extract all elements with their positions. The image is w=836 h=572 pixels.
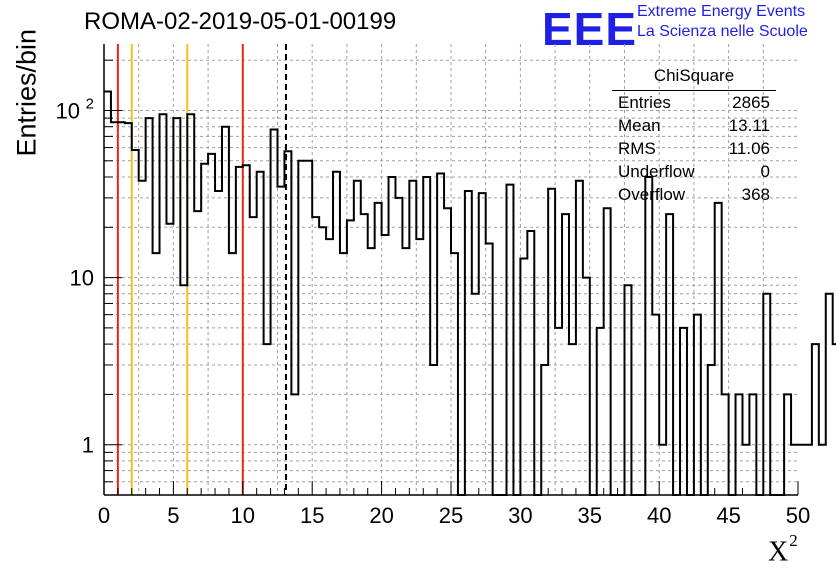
grid-lines	[104, 44, 798, 495]
y-tick-label-sup: 2	[86, 95, 94, 112]
x-tick-label: 15	[300, 503, 324, 528]
x-tick-label: 30	[508, 503, 532, 528]
stats-label: Underflow	[618, 162, 695, 181]
x-tick-label: 35	[578, 503, 602, 528]
x-axis-label-base: X	[768, 536, 789, 568]
axes	[103, 44, 799, 496]
tick-labels: 0 5 10 15 20 25 30 35 40 45 50 1 10 10 2	[56, 95, 811, 528]
stats-label: RMS	[618, 139, 656, 158]
stats-label: Overflow	[618, 185, 686, 204]
stats-label: Entries	[618, 93, 671, 112]
logo-line-2: La Scienza nelle Scuole	[637, 23, 808, 40]
x-tick-label: 0	[98, 503, 110, 528]
y-tick-label: 1	[82, 433, 94, 458]
y-tick-label: 10	[70, 266, 94, 291]
stats-value: 13.11	[728, 116, 770, 135]
x-axis-label: X2	[768, 531, 798, 568]
x-tick-label: 50	[786, 503, 810, 528]
x-tick-label: 5	[167, 503, 179, 528]
stats-value: 2865	[732, 93, 770, 112]
stats-value: 368	[741, 185, 770, 204]
histogram-bins	[104, 90, 836, 496]
stats-row: Overflow 368	[612, 183, 778, 206]
eee-logo: EEE	[542, 3, 638, 55]
stats-value: 11.06	[728, 139, 770, 158]
stats-value: 0	[760, 162, 770, 181]
x-tick-label: 25	[439, 503, 463, 528]
stats-row: Mean 13.11	[612, 114, 778, 137]
chart-title: ROMA-02-2019-05-01-00199	[84, 8, 397, 35]
x-tick-label: 45	[716, 503, 740, 528]
histogram-outline	[104, 90, 836, 496]
stats-label: Mean	[618, 116, 661, 135]
reference-lines	[116, 44, 287, 495]
stats-row: Underflow 0	[612, 160, 778, 183]
x-tick-label: 10	[231, 503, 255, 528]
logo-caption: Extreme Energy Events La Scienza nelle S…	[637, 2, 808, 42]
logo-line-1: Extreme Energy Events	[637, 3, 806, 20]
x-tick-label: 40	[647, 503, 671, 528]
stats-title: ChiSquare	[612, 66, 776, 91]
x-tick-label: 20	[369, 503, 393, 528]
stats-box: ChiSquare Entries 2865 Mean 13.11 RMS 11.06…	[612, 66, 778, 206]
stats-row: RMS 11.06	[612, 137, 778, 160]
y-tick-label: 10	[56, 98, 80, 123]
stats-row: Entries 2865	[612, 91, 778, 114]
x-axis-label-sup: 2	[789, 531, 798, 550]
